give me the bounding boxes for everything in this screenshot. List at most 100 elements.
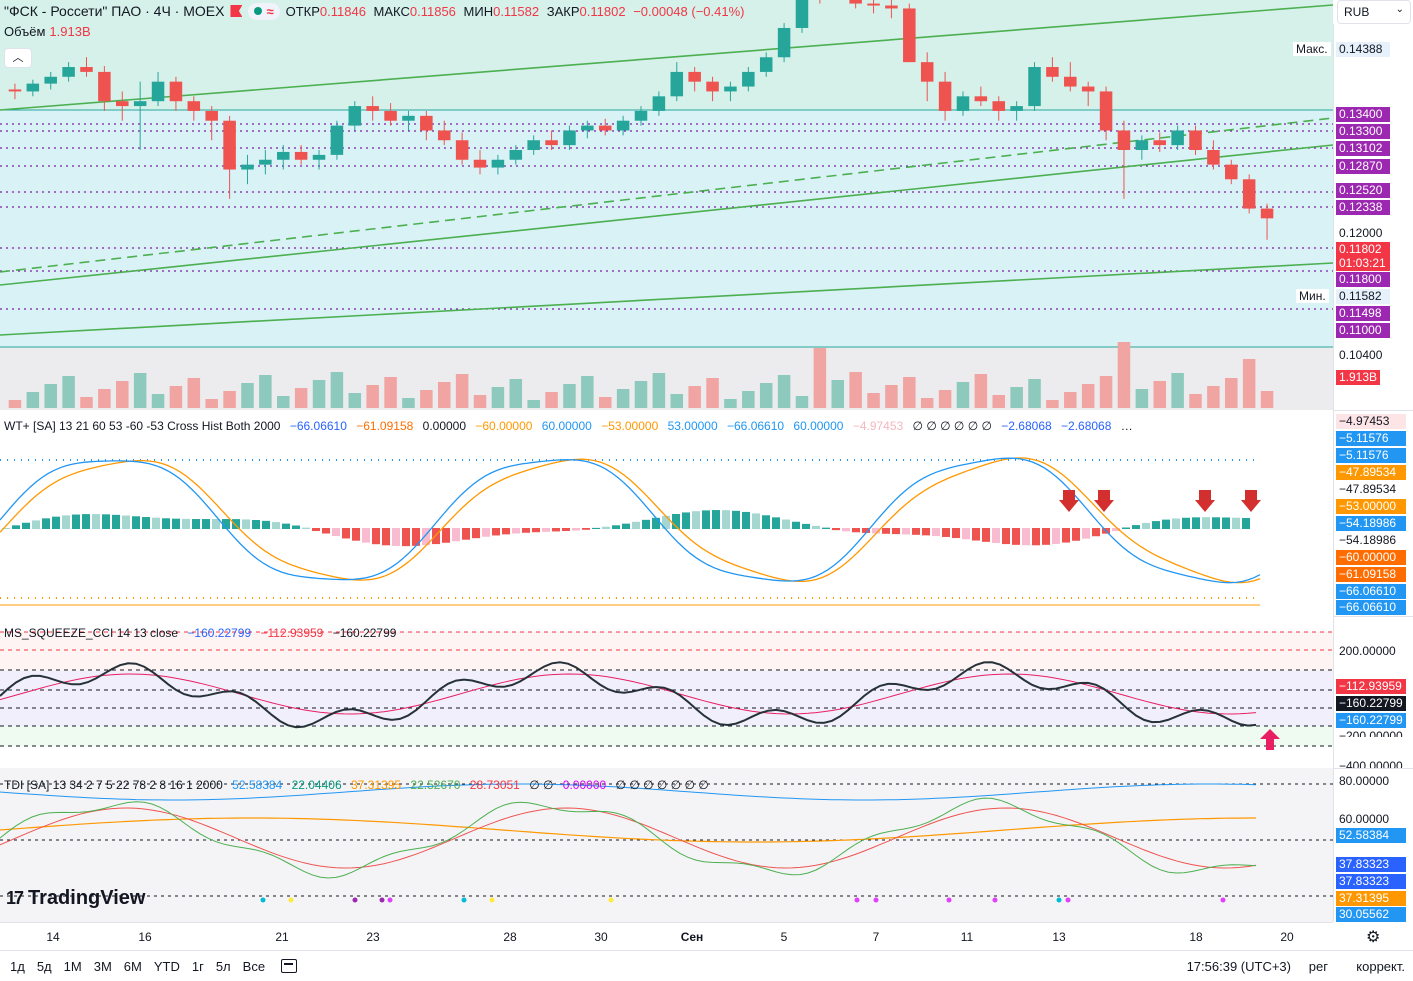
- adjustment-mode-button[interactable]: коррект.: [1356, 958, 1405, 974]
- session-mode-button[interactable]: рег: [1308, 958, 1328, 974]
- wt-histogram-bar: [832, 528, 840, 531]
- wt-histogram-bar: [472, 528, 480, 539]
- wt-histogram-bar: [802, 523, 810, 529]
- candle-body: [545, 140, 558, 146]
- timeframe-ytd[interactable]: YTD: [153, 958, 180, 974]
- wt-value: 0.00000: [422, 419, 467, 433]
- chevron-down-icon: ⌄: [1395, 4, 1404, 15]
- timeframe-1m[interactable]: 1М: [63, 958, 82, 974]
- market-status-pill[interactable]: ≈: [248, 2, 280, 20]
- tradingview-logo[interactable]: 17 TradingView: [6, 887, 145, 910]
- candle-body: [116, 101, 129, 107]
- time-tick: 30: [594, 930, 608, 944]
- timeframe-3m[interactable]: 3М: [93, 958, 112, 974]
- wt-histogram-bar: [522, 528, 530, 533]
- cci-scale[interactable]: [1333, 616, 1413, 768]
- tdi-signal-dot: [608, 897, 614, 903]
- candle-body: [437, 130, 451, 141]
- time-tick: 16: [138, 930, 152, 944]
- volume-bar: [1010, 387, 1023, 408]
- currency-select[interactable]: RUB ⌄: [1337, 0, 1411, 24]
- tdi-legend[interactable]: TDI [SA] 13 34 2 7 5 22 78 2 8 16 1 2000…: [4, 778, 715, 792]
- candle-body: [598, 125, 612, 131]
- volume-bar: [491, 387, 505, 408]
- low-value: 0.11582: [493, 3, 540, 19]
- candle-body: [688, 71, 701, 82]
- timeframe-6m[interactable]: 6М: [123, 958, 142, 974]
- wt-scale[interactable]: [1333, 410, 1413, 616]
- volume-bar: [616, 389, 630, 408]
- wt-histogram-bar: [922, 528, 930, 536]
- candle-body: [956, 96, 970, 111]
- price-tick: 0.10400: [1339, 348, 1383, 362]
- price-scale[interactable]: [1333, 24, 1413, 410]
- cci-scale-label: −160.22799: [1336, 696, 1406, 711]
- wt-histogram-bar: [402, 528, 410, 547]
- wt-scale-label: −4.97453: [1336, 414, 1406, 429]
- wt-histogram-bar: [102, 514, 110, 529]
- volume-bar: [920, 398, 934, 408]
- timeframe-all[interactable]: Все: [242, 958, 266, 974]
- wt-indicator-pane[interactable]: [0, 410, 1333, 616]
- tdi-indicator-pane[interactable]: [0, 768, 1333, 922]
- volume-bar: [116, 381, 129, 408]
- candle-body: [563, 130, 576, 146]
- wt-scale-label: −5.11576: [1336, 431, 1406, 446]
- time-tick: 14: [46, 930, 60, 944]
- flag-icon[interactable]: [230, 5, 243, 17]
- wt-histogram-bar: [822, 527, 830, 529]
- volume-legend[interactable]: Объём 1.913B: [4, 24, 91, 39]
- timeframe-5y[interactable]: 5л: [215, 958, 231, 974]
- timeframe-1y[interactable]: 1г: [191, 958, 204, 974]
- price-chart-pane[interactable]: [0, 0, 1333, 410]
- tdi-value: 0.00000: [562, 778, 607, 792]
- tdi-signal-dot: [489, 897, 495, 903]
- time-tick: 21: [275, 930, 289, 944]
- volume-bar: [598, 397, 612, 408]
- time-axis[interactable]: 14 16 21 23 28 30 Сен 5 7 11 13 18 20: [0, 922, 1333, 950]
- cci-lower-zone: [0, 726, 1333, 746]
- wt-histogram-bar: [722, 510, 730, 529]
- volume-bar: [455, 374, 469, 408]
- volume-bar: [205, 399, 218, 408]
- clock-timezone[interactable]: 17:56:39 (UTC+3): [1186, 958, 1291, 974]
- wt-histogram-bar: [12, 525, 20, 529]
- symbol-title[interactable]: "ФСК - Россети" ПАО · 4Ч · MOEX: [4, 3, 225, 19]
- wt-histogram-bar: [52, 516, 60, 529]
- cci-legend[interactable]: MS_SQUEEZE_CCI 14 13 close −160.22799 −1…: [4, 626, 402, 640]
- wt-histogram-bar: [232, 519, 240, 529]
- volume-bar: [98, 389, 111, 408]
- wt-histogram-bar: [672, 514, 680, 529]
- volume-bar: [1153, 381, 1166, 408]
- level-label: 0.12520: [1336, 183, 1390, 198]
- chart-settings-gear-icon[interactable]: ⚙: [1366, 929, 1381, 946]
- candle-body: [62, 67, 75, 77]
- wt-histogram-bar: [22, 522, 30, 529]
- tdi-scale[interactable]: [1333, 768, 1413, 922]
- wt-histogram-bar: [92, 514, 100, 529]
- volume-bar: [849, 372, 862, 408]
- wt-histogram-bar: [752, 513, 760, 529]
- cci-indicator-pane[interactable]: [0, 616, 1333, 768]
- volume-bar: [187, 378, 201, 408]
- wt2-line: [0, 457, 1261, 584]
- wt-histogram-bar: [1242, 517, 1250, 529]
- volume-bar: [8, 400, 22, 408]
- wt-scale-label: −66.06610: [1336, 600, 1406, 615]
- wt-histogram-bar: [972, 528, 980, 541]
- collapse-legend-button[interactable]: ︿: [4, 48, 32, 68]
- volume-bar: [44, 384, 57, 408]
- tdi-signal-dot: [1220, 897, 1226, 903]
- goto-date-calendar-icon[interactable]: [281, 959, 298, 973]
- wt-histogram-bar: [292, 525, 300, 529]
- tdi-signal-dot: [946, 897, 952, 903]
- wt-scale-label: −66.06610: [1336, 584, 1406, 599]
- candle-body: [455, 140, 469, 160]
- timeframe-1d[interactable]: 1д: [10, 958, 25, 974]
- wt-histogram-bar: [1072, 528, 1080, 541]
- wt-legend[interactable]: WT+ [SA] 13 21 60 53 -60 -53 Cross Hist …: [4, 419, 1139, 433]
- wt-histogram-bar: [262, 520, 270, 529]
- range-zone: [0, 110, 1333, 347]
- timeframe-5d[interactable]: 5д: [36, 958, 52, 974]
- wt-histogram-bar: [82, 514, 90, 529]
